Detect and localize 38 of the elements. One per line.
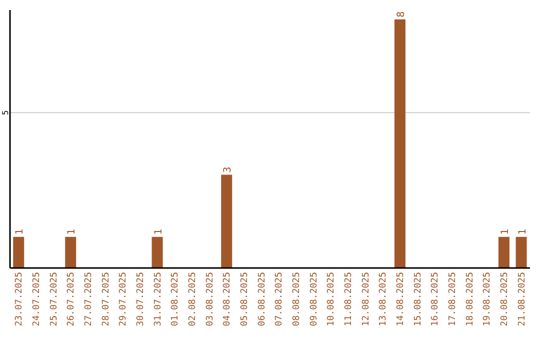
data-label: 1: [517, 228, 528, 235]
x-tick-label: 07.08.2025: [274, 272, 285, 326]
x-tick-label: 20.08.2025: [500, 272, 510, 326]
x-tick-label: 12.08.2025: [361, 272, 372, 326]
x-tick-label: 24.07.2025: [32, 272, 42, 326]
x-tick-label: 19.08.2025: [482, 272, 493, 326]
x-tick-label: 02.08.2025: [188, 272, 198, 326]
y-tick-label: 5: [1, 110, 10, 115]
x-tick-label: 01.08.2025: [170, 272, 181, 326]
x-tick-label: 03.08.2025: [205, 272, 216, 326]
x-tick-label: 11.08.2025: [344, 272, 354, 326]
x-tick-label: 21.08.2025: [517, 272, 528, 326]
x-tick-label: 04.08.2025: [222, 272, 233, 326]
x-tick-label: 09.08.2025: [309, 272, 320, 326]
x-tick-label: 28.07.2025: [101, 272, 112, 326]
x-tick-label: 29.07.2025: [118, 272, 129, 326]
x-tick-label: 08.08.2025: [292, 272, 302, 326]
x-tick-label: 10.08.2025: [326, 272, 337, 326]
x-tick-label: 05.08.2025: [240, 272, 250, 326]
data-label: 1: [66, 228, 78, 235]
x-tick-label: 30.07.2025: [136, 272, 146, 326]
x-tick-label: 16.08.2025: [430, 272, 441, 326]
data-label: 1: [500, 228, 511, 235]
x-tick-label: 27.07.2025: [84, 272, 94, 326]
x-tick-label: 18.08.2025: [465, 272, 476, 326]
data-label: 1: [14, 228, 26, 235]
x-tick-label: 23.07.2025: [14, 272, 25, 326]
x-tick-label: 15.08.2025: [413, 272, 424, 326]
x-tick-label: 17.08.2025: [448, 272, 458, 326]
x-tick-label: 31.07.2025: [153, 272, 164, 326]
data-label: 8: [396, 11, 407, 18]
x-tick-label: 26.07.2025: [66, 272, 77, 326]
x-tick-label: 06.08.2025: [257, 272, 268, 326]
data-label: 3: [222, 166, 234, 173]
x-tick-label: 14.08.2025: [396, 272, 406, 326]
x-tick-label: 25.07.2025: [49, 272, 60, 326]
data-label: 1: [153, 228, 164, 235]
x-tick-label: 13.08.2025: [378, 272, 389, 326]
